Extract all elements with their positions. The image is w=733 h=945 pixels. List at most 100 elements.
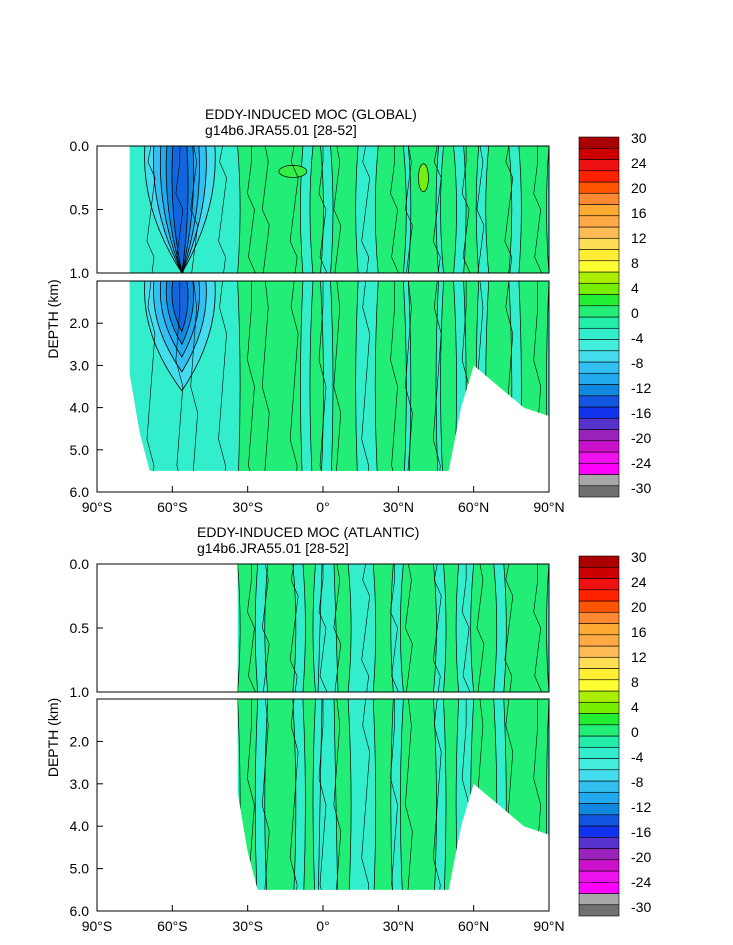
x-tick-label: 30°S bbox=[232, 918, 263, 934]
green-band bbox=[309, 281, 324, 471]
colorbar-box bbox=[578, 701, 620, 714]
x-tick-label: 60°S bbox=[157, 918, 188, 934]
contour-line bbox=[146, 146, 156, 273]
colorbar-label: 12 bbox=[631, 649, 647, 665]
contour-line bbox=[318, 281, 328, 471]
global-panel: 0.0 0.5 1.0 2.0 3.0 4.0 5.0 6.090°S 60°S 30°S 0° 30… bbox=[45, 130, 651, 515]
x-tick-label: 30°N bbox=[383, 499, 414, 515]
green-band bbox=[470, 564, 498, 692]
x-tick-label: 0° bbox=[316, 499, 329, 515]
colorbar-label: -24 bbox=[631, 874, 651, 890]
colorbar-box bbox=[578, 611, 620, 624]
x-tick-label: 30°S bbox=[232, 499, 263, 515]
green-band bbox=[440, 281, 457, 471]
y-tick-label: 6.0 bbox=[70, 903, 90, 919]
green-band bbox=[302, 564, 316, 692]
contour-line bbox=[432, 564, 442, 692]
y-tick-label: 3.0 bbox=[70, 776, 90, 792]
contour-line bbox=[333, 281, 342, 471]
colorbar-box bbox=[578, 147, 620, 160]
green-band bbox=[372, 564, 394, 692]
equatorial-contour bbox=[317, 699, 339, 890]
green-band bbox=[443, 699, 459, 890]
colorbar-label: 0 bbox=[631, 724, 639, 740]
colorbar-box bbox=[578, 859, 620, 872]
contour-line bbox=[190, 281, 198, 471]
atlantic-panel: 0.0 0.5 1.0 2.0 3.0 4.0 5.0 6.090°S 60°S 30°S 0° 30… bbox=[45, 549, 651, 934]
y-tick-label: 4.0 bbox=[70, 818, 90, 834]
colorbar-box bbox=[578, 769, 620, 782]
colorbar-label: 16 bbox=[631, 205, 647, 221]
colorbar-box bbox=[578, 589, 620, 602]
colorbar-box bbox=[578, 361, 620, 374]
colorbar-box bbox=[578, 679, 620, 692]
green-band bbox=[485, 146, 513, 273]
y-axis-label: DEPTH (km) bbox=[45, 279, 61, 358]
colorbar-box bbox=[578, 758, 620, 771]
colorbar-label: 0 bbox=[631, 305, 639, 321]
global-title: EDDY-INDUCED MOC (GLOBAL) bbox=[205, 106, 417, 122]
green-band bbox=[503, 564, 549, 692]
green-band bbox=[302, 699, 316, 890]
green-band bbox=[407, 146, 439, 273]
y-tick-label: 2.0 bbox=[70, 733, 90, 749]
contour-line bbox=[175, 281, 185, 471]
contour-line bbox=[405, 146, 413, 273]
x-tick-label: 60°N bbox=[458, 499, 489, 515]
colorbar-box bbox=[578, 893, 620, 906]
colorbar-box bbox=[578, 372, 620, 385]
contour-line bbox=[504, 564, 514, 692]
green-band bbox=[518, 281, 549, 471]
colorbar-box bbox=[578, 271, 620, 284]
contour-line bbox=[390, 699, 399, 890]
contour-line bbox=[405, 281, 413, 471]
global-subtitle: g14b6.JRA55.01 [28-52] bbox=[205, 122, 357, 138]
green-band bbox=[372, 699, 394, 890]
colorbar: 30 24 20 16 12 8 4 0 -4 -8 -12 -16 -20 -24 -30 bbox=[578, 130, 651, 498]
contour-line bbox=[333, 699, 342, 890]
colorbar-box bbox=[578, 623, 620, 636]
colorbar-box bbox=[578, 578, 620, 591]
y-tick-label: 0.0 bbox=[70, 556, 90, 572]
green-band bbox=[374, 281, 407, 471]
positive-cell bbox=[278, 165, 308, 178]
contour-line bbox=[318, 146, 328, 273]
contour-line bbox=[405, 564, 413, 692]
contour-line bbox=[405, 699, 413, 890]
colorbar-box bbox=[578, 395, 620, 408]
colorbar-label: -12 bbox=[631, 799, 651, 815]
contour-fill-upper bbox=[237, 564, 549, 692]
colorbar-box bbox=[578, 215, 620, 228]
y-tick-label: 3.0 bbox=[70, 357, 90, 373]
contour-line bbox=[432, 699, 442, 890]
contour-line bbox=[261, 699, 270, 890]
colorbar-box bbox=[578, 668, 620, 681]
x-tick-label: 60°N bbox=[458, 918, 489, 934]
x-tick-label: 0° bbox=[316, 918, 329, 934]
contour-line bbox=[333, 564, 342, 692]
contour-line bbox=[146, 281, 156, 471]
contour-line bbox=[476, 564, 485, 692]
colorbar-box bbox=[578, 904, 620, 917]
atlantic-subtitle: g14b6.JRA55.01 [28-52] bbox=[197, 540, 349, 556]
colorbar-box bbox=[578, 237, 620, 250]
contour-line bbox=[504, 146, 514, 273]
colorbar-label: -16 bbox=[631, 405, 651, 421]
colorbar-box bbox=[578, 634, 620, 647]
x-tick-label: 90°S bbox=[82, 499, 113, 515]
contour-line bbox=[361, 281, 370, 471]
colorbar-box bbox=[578, 440, 620, 453]
y-tick-label: 0.5 bbox=[70, 202, 90, 218]
green-band bbox=[440, 146, 457, 273]
colorbar-box bbox=[578, 159, 620, 172]
x-tick-label: 30°N bbox=[383, 918, 414, 934]
colorbar-box bbox=[578, 848, 620, 861]
colorbar-box bbox=[578, 690, 620, 703]
colorbar-label: 24 bbox=[631, 574, 647, 590]
colorbar-label: -20 bbox=[631, 849, 651, 865]
colorbar-label: -4 bbox=[631, 749, 644, 765]
green-band bbox=[503, 699, 549, 890]
contour-fill-upper bbox=[129, 146, 549, 273]
colorbar-label: -8 bbox=[631, 355, 644, 371]
green-band bbox=[374, 146, 407, 273]
